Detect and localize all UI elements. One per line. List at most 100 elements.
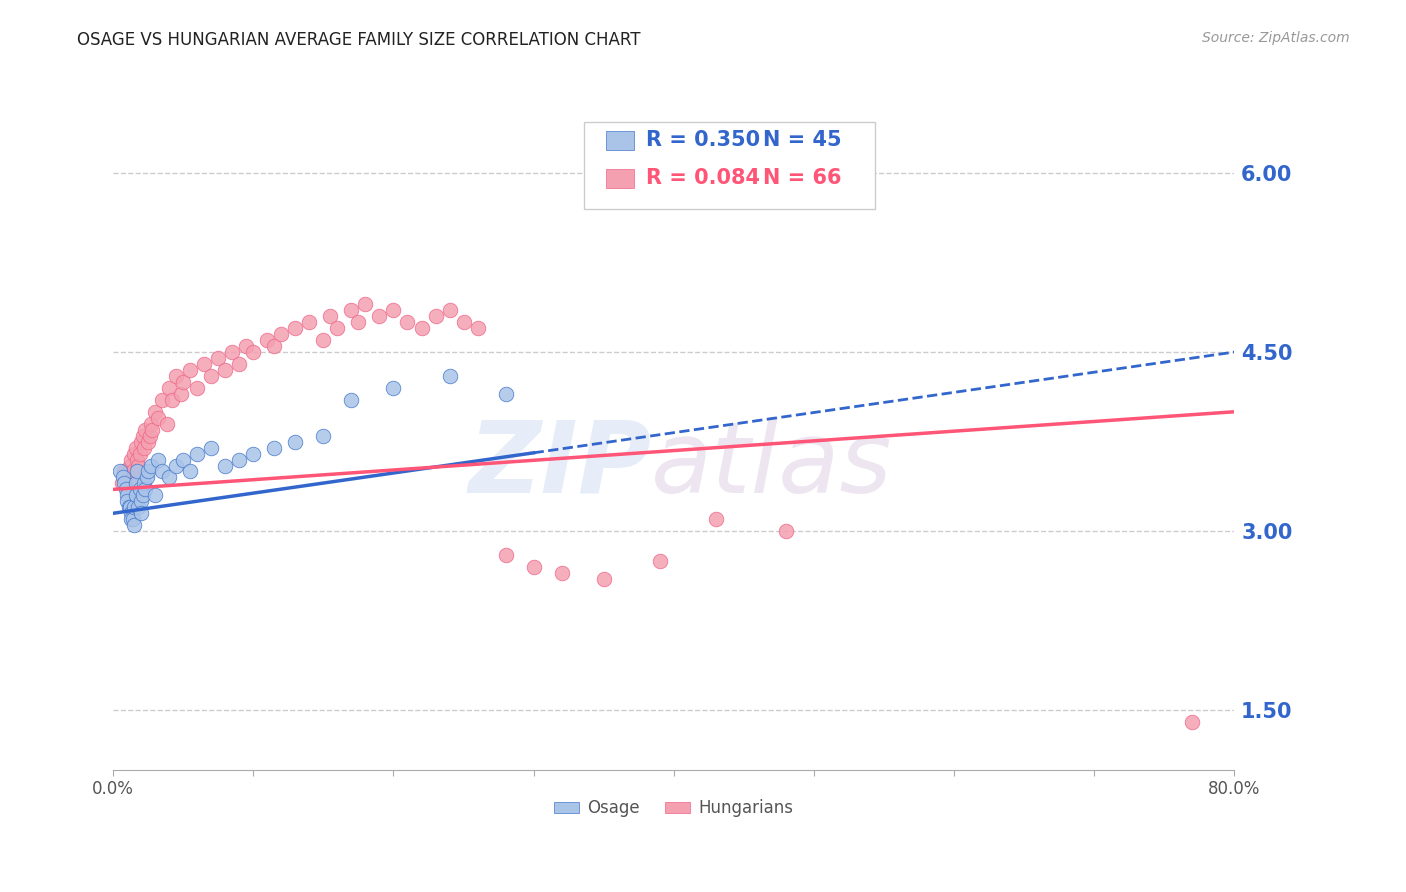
Text: ZIP: ZIP [468, 417, 651, 514]
Point [340, 303, 363, 318]
Point [256, 333, 278, 347]
Point [118, 470, 141, 484]
Point [112, 470, 135, 484]
Point [157, 470, 180, 484]
FancyBboxPatch shape [606, 131, 634, 150]
Point [129, 506, 152, 520]
Point [214, 458, 236, 473]
Point [143, 488, 166, 502]
Point [235, 339, 257, 353]
Point [326, 321, 349, 335]
Point [122, 512, 145, 526]
Point [704, 512, 727, 526]
Point [775, 524, 797, 538]
Point [128, 483, 150, 497]
Point [221, 345, 243, 359]
Point [110, 465, 132, 479]
Point [136, 434, 159, 449]
Point [118, 500, 141, 515]
Point [120, 500, 142, 515]
Point [340, 392, 363, 407]
Point [146, 452, 169, 467]
Point [121, 506, 143, 520]
Text: N = 66: N = 66 [763, 168, 842, 188]
Point [111, 476, 134, 491]
Point [121, 512, 143, 526]
Point [169, 387, 191, 401]
Point [207, 351, 229, 365]
Point [263, 339, 285, 353]
Point [155, 417, 177, 431]
Point [172, 452, 194, 467]
Point [124, 446, 146, 460]
Point [172, 375, 194, 389]
Point [200, 441, 222, 455]
Point [135, 470, 157, 484]
Point [157, 381, 180, 395]
Point [179, 465, 201, 479]
Point [165, 368, 187, 383]
Point [115, 483, 138, 497]
Point [146, 410, 169, 425]
Point [143, 405, 166, 419]
Point [439, 368, 461, 383]
Point [117, 494, 139, 508]
Point [138, 428, 160, 442]
Point [125, 488, 148, 502]
Point [270, 327, 292, 342]
Point [117, 488, 139, 502]
Text: R = 0.350: R = 0.350 [645, 129, 759, 150]
Point [134, 483, 156, 497]
Point [592, 572, 614, 586]
Text: OSAGE VS HUNGARIAN AVERAGE FAMILY SIZE CORRELATION CHART: OSAGE VS HUNGARIAN AVERAGE FAMILY SIZE C… [77, 31, 641, 49]
Point [122, 465, 145, 479]
Point [139, 417, 162, 431]
Point [150, 465, 173, 479]
Point [127, 500, 149, 515]
Point [186, 446, 208, 460]
Point [467, 321, 489, 335]
Text: atlas: atlas [651, 417, 893, 514]
Point [425, 310, 447, 324]
Point [150, 392, 173, 407]
Point [200, 368, 222, 383]
Point [132, 441, 155, 455]
Point [121, 452, 143, 467]
Point [141, 423, 163, 437]
Point [124, 518, 146, 533]
Point [284, 434, 307, 449]
Point [1181, 715, 1204, 730]
Point [125, 476, 148, 491]
Point [127, 465, 149, 479]
Point [242, 345, 264, 359]
Point [134, 423, 156, 437]
Point [125, 441, 148, 455]
Point [124, 500, 146, 515]
Point [129, 434, 152, 449]
Text: N = 45: N = 45 [763, 129, 842, 150]
Point [179, 363, 201, 377]
Point [312, 333, 335, 347]
Point [165, 458, 187, 473]
Point [312, 428, 335, 442]
Point [298, 315, 321, 329]
Point [382, 303, 405, 318]
Text: R = 0.084: R = 0.084 [645, 168, 759, 188]
Point [453, 315, 475, 329]
Point [347, 315, 370, 329]
Point [193, 357, 215, 371]
Point [242, 446, 264, 460]
Point [132, 476, 155, 491]
Text: Source: ZipAtlas.com: Source: ZipAtlas.com [1202, 31, 1350, 45]
Point [136, 465, 159, 479]
Point [160, 392, 183, 407]
Point [127, 458, 149, 473]
Point [354, 297, 377, 311]
Point [114, 476, 136, 491]
Point [495, 548, 517, 562]
Point [131, 488, 153, 502]
Point [139, 458, 162, 473]
Point [550, 566, 572, 580]
Point [128, 446, 150, 460]
Point [120, 458, 142, 473]
